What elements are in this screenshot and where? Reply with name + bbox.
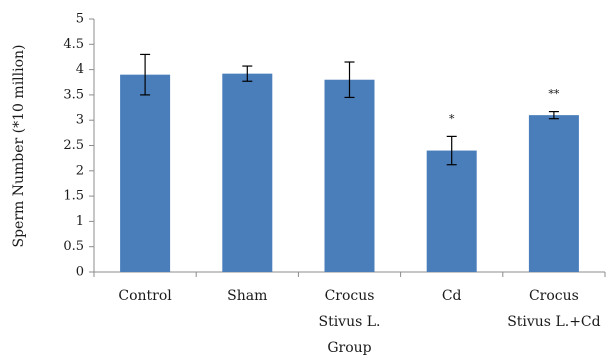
x-tick-label: Sham	[227, 288, 267, 304]
y-tick-label: 0	[76, 265, 84, 280]
significance-marker: **	[548, 88, 560, 101]
bar	[324, 79, 375, 272]
y-tick-label: 3	[76, 113, 84, 128]
y-axis-label-group: Sperm Number (*10 million)	[11, 44, 27, 247]
bar	[222, 73, 273, 272]
plot-area: 0 0.5 1 1.5 2 2.5 3 3.5 4 4.5 5 Control Sham Crocus St…	[63, 12, 606, 356]
y-tick-label: 4	[76, 62, 84, 77]
x-tick-label: Group	[327, 340, 371, 356]
x-tick-label: Stivus L.+Cd	[507, 314, 600, 330]
x-tick-label: Crocus	[529, 288, 579, 304]
x-tick-label: Stivus L.	[318, 314, 380, 330]
y-tick-label: 4.5	[63, 37, 84, 52]
y-tick-label: 2.5	[63, 138, 84, 153]
x-tick-label: Control	[118, 288, 172, 304]
y-tick-label: 1.5	[63, 189, 84, 204]
y-tick-label: 1	[76, 214, 84, 229]
x-tick-label: Crocus	[325, 288, 375, 304]
y-axis-label: Sperm Number (*10 million)	[11, 44, 27, 247]
bar	[120, 74, 171, 272]
y-tick-label: 3.5	[63, 87, 84, 102]
bar	[528, 115, 579, 272]
significance-marker: *	[449, 112, 455, 125]
bar	[426, 150, 477, 272]
y-tick-label: 5	[76, 12, 84, 27]
y-tick-label: 0.5	[63, 239, 84, 254]
y-tick-label: 2	[76, 163, 84, 178]
x-tick-label: Cd	[442, 288, 462, 304]
